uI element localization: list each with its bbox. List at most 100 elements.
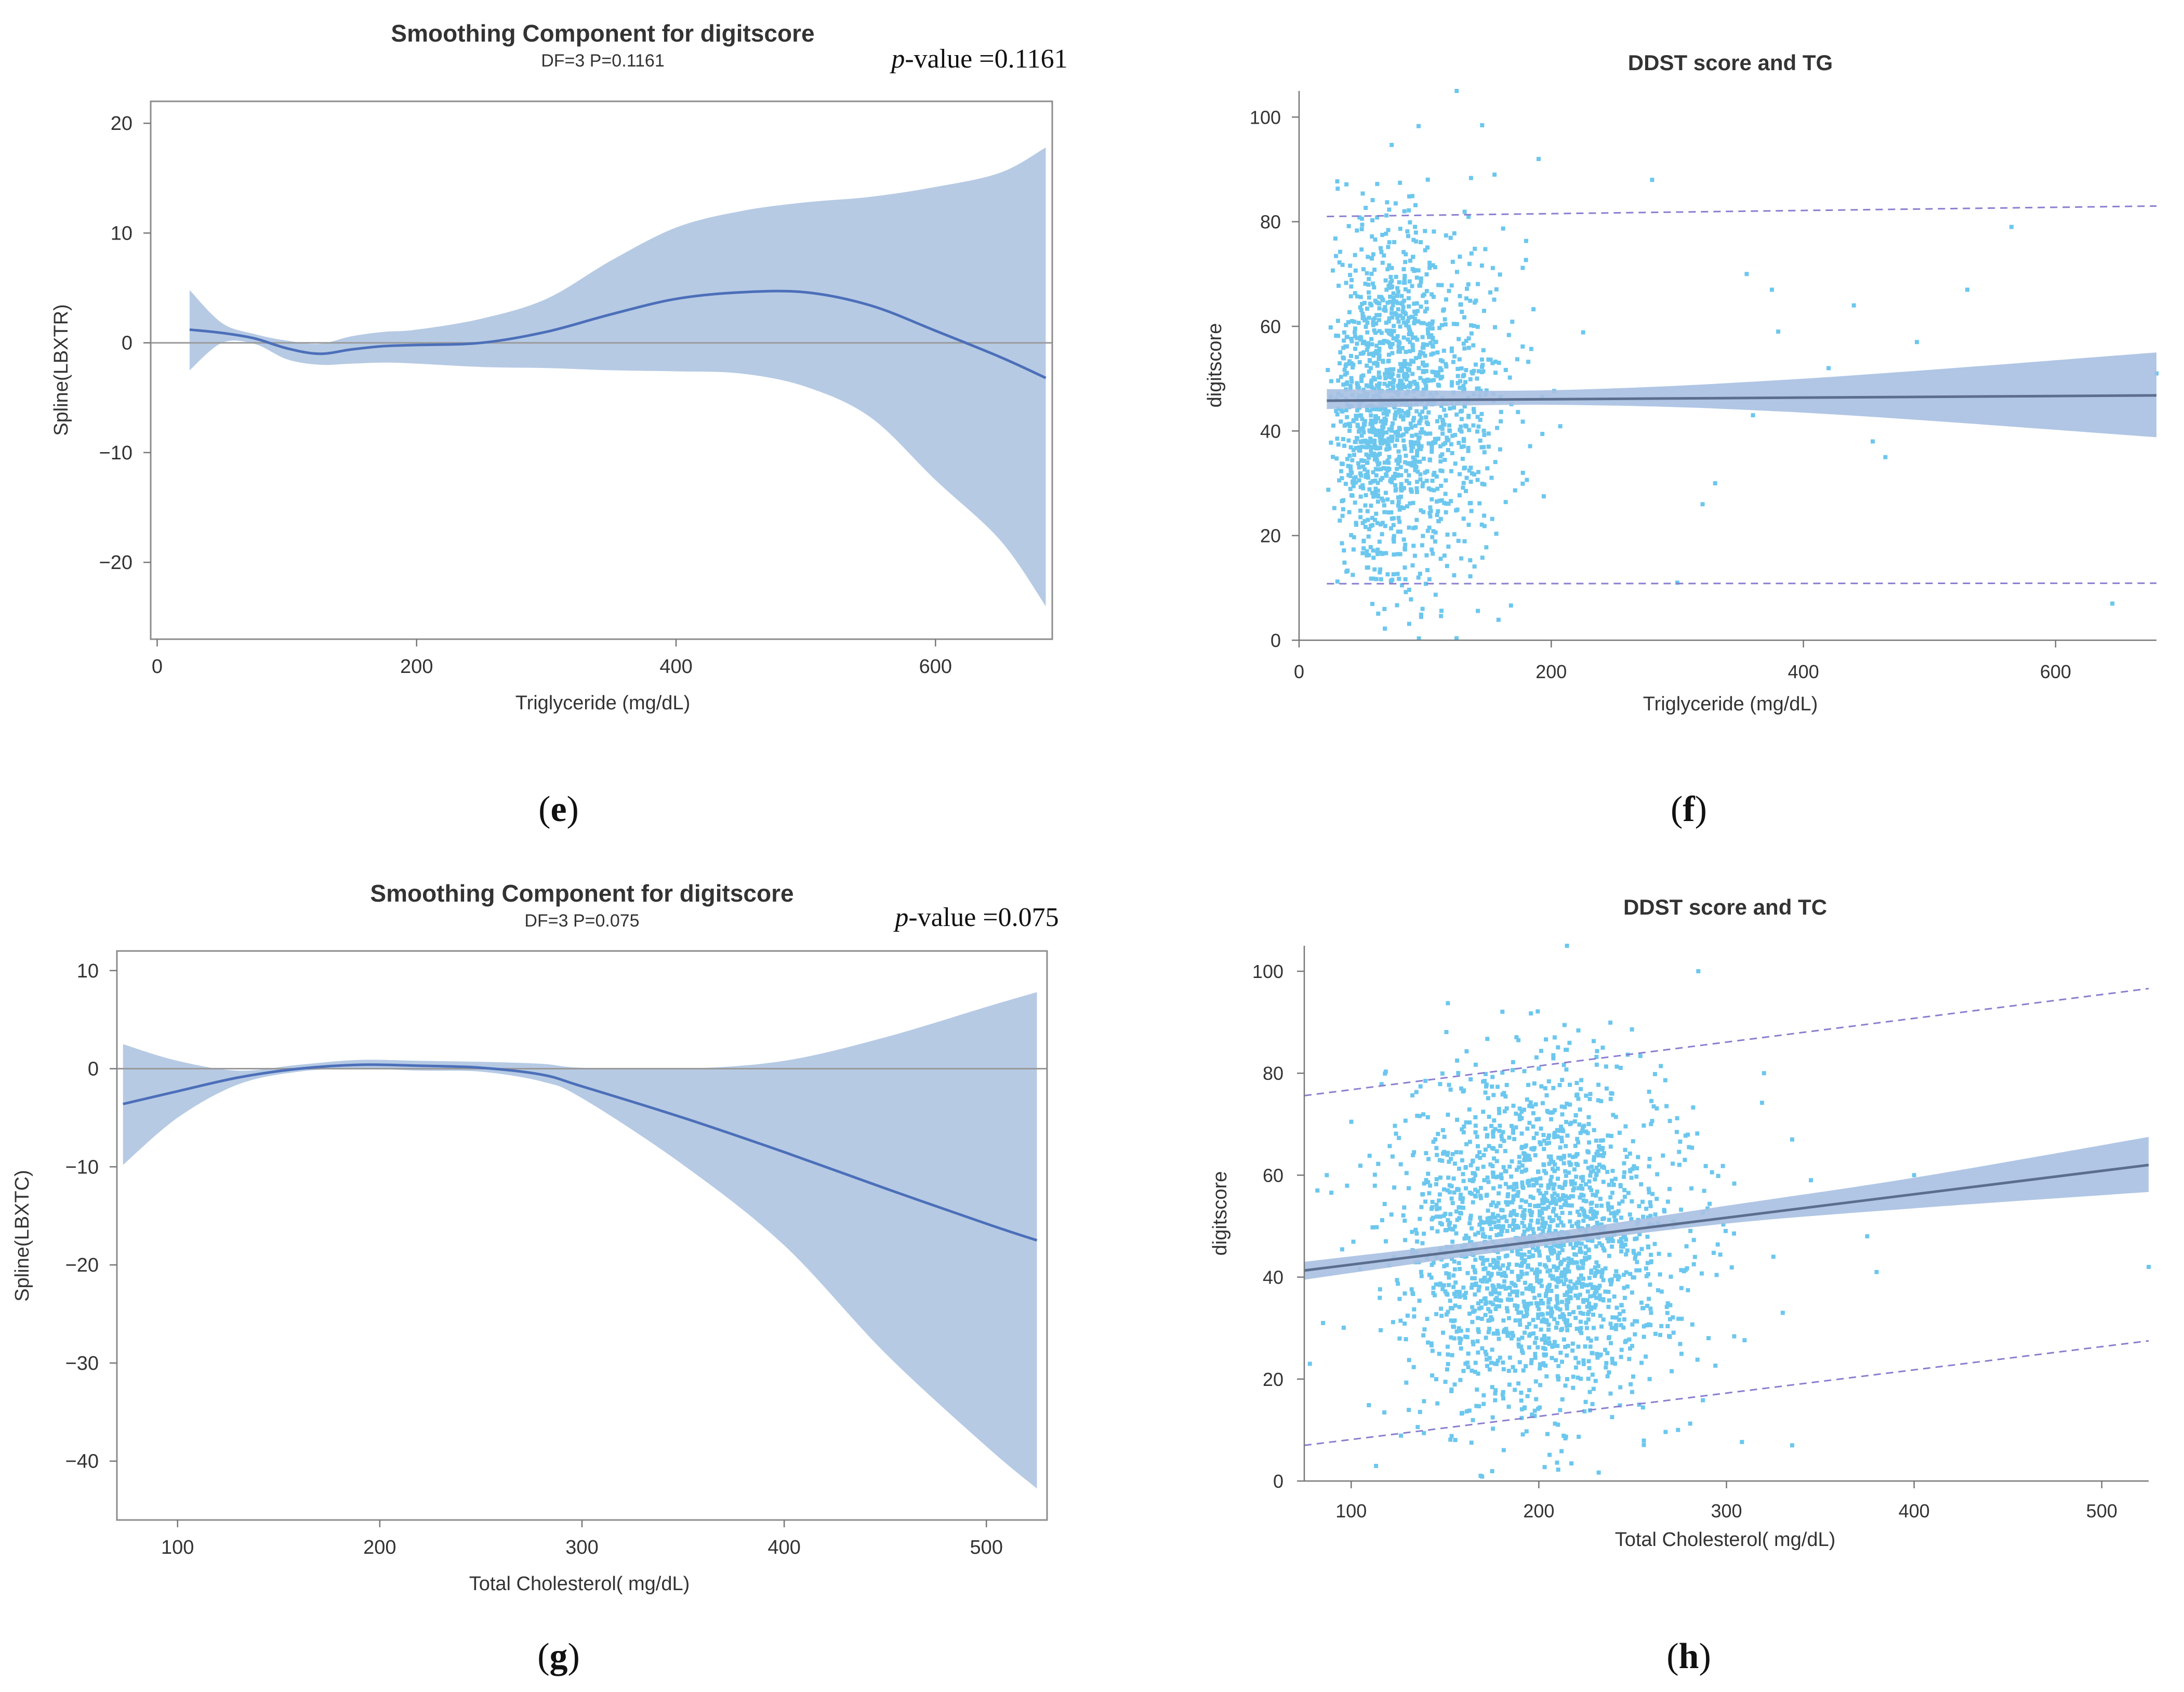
- data-point: [1591, 1193, 1595, 1197]
- data-point: [1459, 1086, 1464, 1091]
- data-point: [1535, 1279, 1540, 1284]
- data-point: [1541, 1317, 1546, 1321]
- data-point: [1552, 1135, 1557, 1140]
- data-point: [1516, 1311, 1521, 1315]
- data-point: [1511, 1218, 1516, 1223]
- data-point: [1481, 428, 1486, 433]
- data-point: [1415, 319, 1420, 324]
- data-point: [1421, 351, 1425, 355]
- data-point: [1537, 1293, 1542, 1298]
- data-point: [1677, 1149, 1682, 1154]
- data-point: [1376, 386, 1381, 391]
- data-point: [1404, 350, 1408, 354]
- data-point: [1608, 1096, 1613, 1101]
- data-point: [1527, 1345, 1531, 1350]
- data-point: [1407, 315, 1411, 320]
- outlier-point: [1565, 944, 1569, 948]
- data-point: [1554, 1213, 1558, 1218]
- data-point: [1360, 191, 1365, 196]
- data-point: [1429, 450, 1434, 454]
- data-point: [1470, 1276, 1475, 1280]
- data-point: [1589, 1170, 1593, 1174]
- data-point: [1444, 501, 1449, 506]
- data-point: [1592, 1326, 1596, 1330]
- data-point: [1420, 427, 1424, 431]
- data-point: [1441, 1213, 1446, 1218]
- data-point: [1759, 1101, 1764, 1105]
- data-point: [1402, 274, 1407, 279]
- data-point: [1489, 1360, 1493, 1365]
- panel-label-close: ): [1695, 789, 1707, 829]
- data-point: [1349, 337, 1354, 341]
- data-point: [1438, 366, 1442, 371]
- data-point: [1426, 441, 1431, 446]
- data-point: [1621, 1234, 1626, 1238]
- data-point: [1348, 273, 1353, 277]
- data-point: [1326, 487, 1331, 492]
- data-point: [1527, 1183, 1531, 1188]
- data-point: [1527, 1255, 1531, 1259]
- data-point: [1430, 1199, 1435, 1204]
- data-point: [1422, 292, 1426, 297]
- data-point: [1381, 498, 1385, 503]
- data-point: [1639, 1300, 1644, 1305]
- data-point: [1371, 281, 1375, 286]
- data-point: [1578, 1131, 1583, 1135]
- data-point: [1563, 1198, 1568, 1203]
- data-point: [1545, 1432, 1550, 1436]
- data-point: [1369, 504, 1373, 508]
- data-point: [1555, 1343, 1560, 1348]
- data-point: [1445, 1263, 1449, 1267]
- data-point: [1568, 1323, 1572, 1328]
- data-point: [1649, 1122, 1653, 1127]
- data-point: [1565, 1306, 1569, 1311]
- data-point: [1447, 428, 1452, 433]
- data-point: [1429, 497, 1434, 501]
- data-point: [1642, 1123, 1646, 1128]
- data-point: [1529, 1218, 1533, 1223]
- data-point: [1589, 1209, 1593, 1214]
- data-point: [1442, 1264, 1447, 1268]
- data-point: [1457, 1305, 1462, 1310]
- data-point: [1442, 553, 1447, 558]
- data-point: [1429, 333, 1434, 338]
- data-point: [1430, 326, 1435, 331]
- data-point: [1614, 1315, 1619, 1320]
- data-point: [1359, 216, 1364, 221]
- data-point: [1520, 1221, 1525, 1225]
- data-point: [1618, 1066, 1623, 1070]
- data-point: [1380, 475, 1385, 480]
- data-point: [1718, 1252, 1723, 1257]
- data-point: [1691, 1105, 1696, 1110]
- data-point: [1351, 448, 1356, 453]
- data-point: [1366, 282, 1371, 287]
- data-point: [1490, 1469, 1494, 1474]
- data-point: [1525, 1394, 1530, 1398]
- data-point: [1462, 387, 1466, 392]
- data-point: [1412, 1307, 1417, 1312]
- data-point: [1501, 1360, 1505, 1365]
- data-point: [1648, 1200, 1652, 1205]
- data-point: [1482, 1178, 1487, 1183]
- data-point: [1381, 466, 1386, 470]
- data-point: [1396, 515, 1401, 520]
- data-point: [1366, 341, 1371, 346]
- fit-confidence-band: [1327, 352, 2156, 438]
- data-point: [1665, 1199, 1670, 1204]
- data-point: [1522, 1230, 1527, 1234]
- data-point: [1575, 1136, 1580, 1141]
- data-point: [1605, 1236, 1610, 1240]
- data-point: [1388, 299, 1393, 304]
- data-point: [1379, 1082, 1384, 1087]
- data-point: [1371, 556, 1376, 560]
- data-point: [1461, 481, 1466, 485]
- data-point: [1549, 1117, 1554, 1121]
- data-point: [1568, 1082, 1572, 1087]
- data-point: [1387, 455, 1392, 459]
- data-point: [1428, 321, 1433, 326]
- data-point: [1435, 350, 1440, 355]
- data-point: [1476, 470, 1481, 474]
- data-point: [1423, 353, 1427, 358]
- data-point: [1372, 439, 1377, 443]
- data-point: [1417, 435, 1422, 440]
